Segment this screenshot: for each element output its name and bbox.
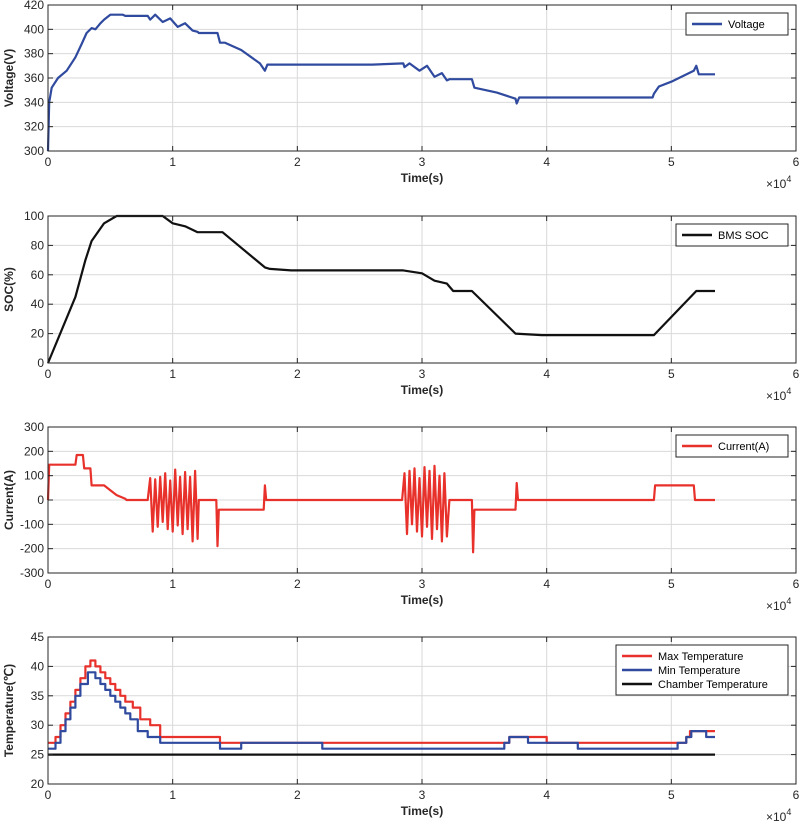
y-tick-label: 360: [24, 71, 44, 85]
x-exponent-label: ×104: [766, 596, 791, 613]
y-tick-label: 0: [37, 493, 44, 507]
y-tick-label: 380: [24, 47, 44, 61]
legend-label: Min Temperature: [658, 665, 740, 677]
y-tick-label: 100: [24, 469, 44, 483]
x-tick-label: 2: [294, 155, 301, 169]
legend: Voltage: [685, 12, 789, 36]
x-tick-label: 1: [169, 788, 176, 802]
y-tick-label: 60: [31, 268, 45, 282]
x-tick-label: 2: [294, 577, 301, 591]
x-tick-label: 6: [793, 577, 800, 591]
x-tick-label: 3: [419, 788, 426, 802]
x-tick-label: 4: [543, 577, 550, 591]
x-tick-label: 4: [543, 367, 550, 381]
y-tick-label: 340: [24, 95, 44, 109]
voltage-panel: 0 1 2 3 4 5 6 300 320 340 360 380 400 420 Time(s) Volta…: [2, 0, 800, 191]
series-line-current-a-: [46, 453, 715, 554]
legend: Max Temperature Min Temperature Chamber Te…: [615, 644, 789, 696]
legend-label: Voltage: [728, 19, 765, 31]
x-tick-label: 0: [45, 155, 52, 169]
x-axis-label: Time(s): [401, 593, 443, 607]
y-tick-label: 300: [24, 144, 44, 158]
x-tick-label: 6: [793, 367, 800, 381]
x-exponent-label: ×104: [766, 807, 791, 824]
y-tick-label: -200: [20, 542, 44, 556]
x-tick-label: 4: [543, 788, 550, 802]
x-tick-label: 3: [419, 577, 426, 591]
x-tick-label: 3: [419, 155, 426, 169]
x-tick-label: 5: [668, 367, 675, 381]
y-tick-label: 420: [24, 0, 44, 12]
y-tick-label: -100: [20, 517, 44, 531]
x-tick-label: 0: [45, 577, 52, 591]
y-tick-label: 0: [37, 356, 44, 370]
temperature-panel: 0 1 2 3 4 5 6202530354045Time(s)Temperature(℃)…: [2, 630, 800, 824]
x-tick-label: 6: [793, 788, 800, 802]
y-axis-label: Temperature(℃): [2, 664, 16, 757]
y-tick-label: 400: [24, 22, 44, 36]
y-tick-label: 35: [31, 689, 45, 703]
y-axis-label: Voltage(V): [2, 49, 16, 107]
x-tick-label: 5: [668, 577, 675, 591]
x-tick-label: 1: [169, 367, 176, 381]
legend: BMS SOC: [675, 223, 789, 247]
legend-label: Max Temperature: [658, 651, 743, 663]
x-tick-label: 3: [419, 367, 426, 381]
current-panel: 0 1 2 3 4 5 6 -300 -200 -100 0 100 200 300 Time(s) Curr…: [2, 420, 800, 613]
y-tick-label: 45: [31, 630, 45, 644]
x-axis-label: Time(s): [401, 171, 443, 185]
x-tick-label: 2: [294, 788, 301, 802]
series-line-voltage: [46, 13, 715, 152]
y-tick-label: 80: [31, 238, 45, 252]
legend-label: BMS SOC: [718, 230, 769, 242]
legend-label: Current(A): [718, 441, 769, 453]
y-tick-label: 300: [24, 420, 44, 434]
y-tick-label: 40: [31, 297, 45, 311]
legend-box: [675, 434, 789, 458]
series-line-bms-soc: [46, 214, 715, 364]
legend-label: Chamber Temperature: [658, 679, 768, 691]
x-tick-label: 5: [668, 155, 675, 169]
x-tick-label: 0: [45, 367, 52, 381]
x-tick-label: 1: [169, 155, 176, 169]
legend: Current(A): [675, 434, 789, 458]
x-tick-label: 6: [793, 155, 800, 169]
series-line-min-temperature: [48, 671, 715, 750]
x-exponent-label: ×104: [766, 174, 791, 191]
y-tick-label: 320: [24, 120, 44, 134]
y-tick-label: 20: [31, 777, 45, 791]
x-axis-label: Time(s): [401, 383, 443, 397]
y-tick-label: 100: [24, 209, 44, 223]
x-tick-label: 4: [543, 155, 550, 169]
x-exponent-label: ×104: [766, 386, 791, 403]
x-tick-label: 2: [294, 367, 301, 381]
y-tick-label: -300: [20, 566, 44, 580]
x-axis-label: Time(s): [401, 804, 443, 818]
x-tick-label: 0: [45, 788, 52, 802]
y-tick-label: 200: [24, 444, 44, 458]
y-tick-label: 40: [31, 659, 45, 673]
soc-panel: 0 1 2 3 4 5 6020406080100Time(s)SOC(%)×104BMS …: [2, 209, 800, 403]
x-tick-label: 1: [169, 577, 176, 591]
y-axis-label: Current(A): [2, 470, 16, 530]
x-tick-label: 5: [668, 788, 675, 802]
y-tick-label: 20: [31, 327, 45, 341]
y-tick-label: 25: [31, 748, 45, 762]
y-axis-label: SOC(%): [2, 267, 16, 312]
y-tick-label: 30: [31, 718, 45, 732]
legend-box: [675, 223, 789, 247]
legend-box: [685, 12, 789, 36]
